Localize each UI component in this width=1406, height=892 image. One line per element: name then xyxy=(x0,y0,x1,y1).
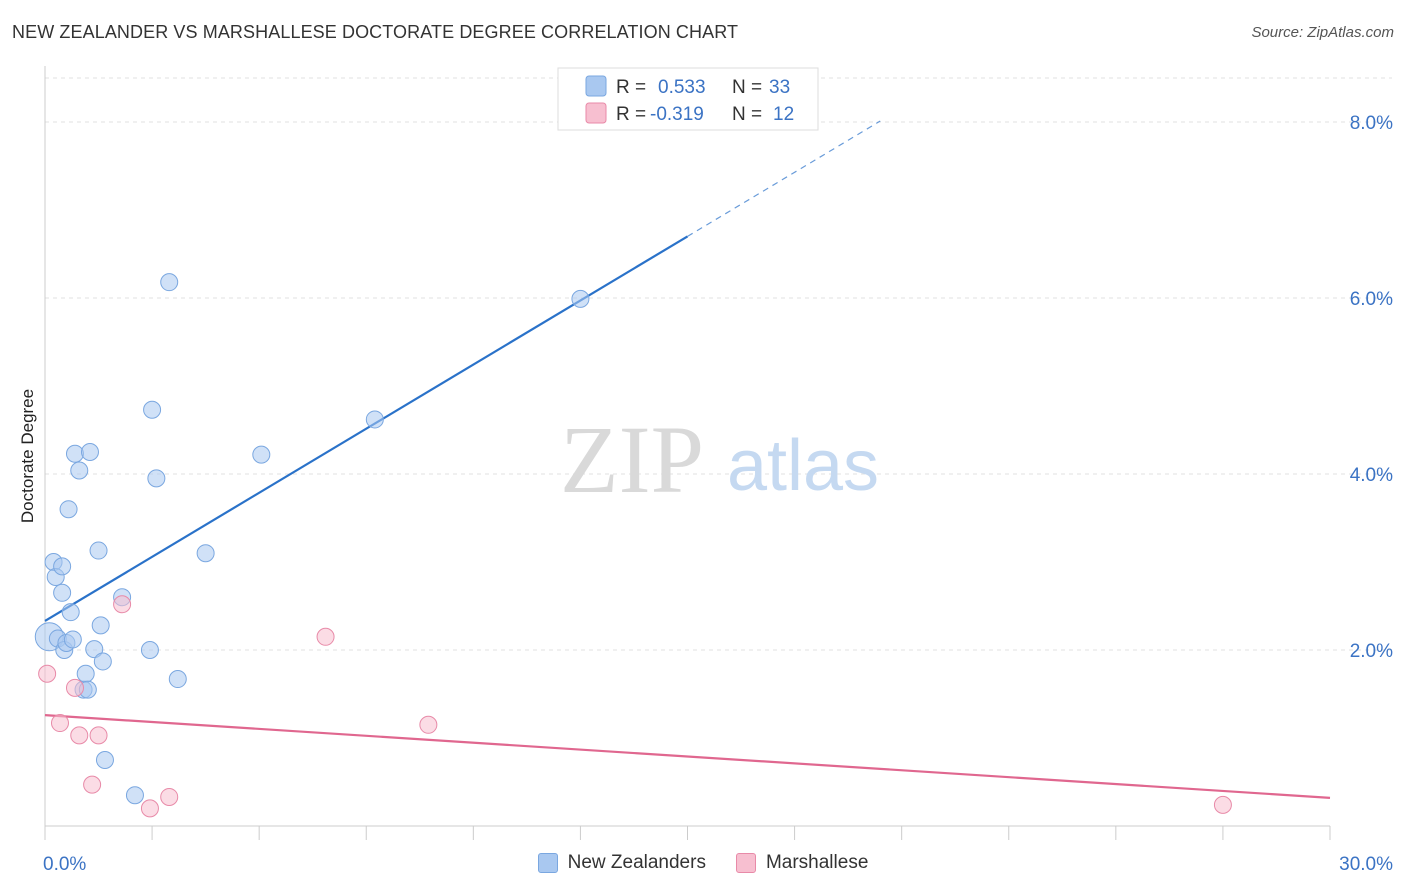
legend-item-marshallese[interactable]: Marshallese xyxy=(735,852,869,874)
series-legend: New Zealanders Marshallese xyxy=(0,852,1406,874)
trend-line-new-zealanders-extension xyxy=(687,120,881,237)
data-points xyxy=(34,273,1232,818)
point-new-zealanders xyxy=(168,670,187,689)
legend-label-marshallese: Marshallese xyxy=(765,852,869,873)
watermark-atlas: atlas xyxy=(727,426,879,506)
legend-n-label-nz: N = xyxy=(732,77,762,98)
point-new-zealanders xyxy=(571,289,590,308)
point-new-zealanders xyxy=(70,461,89,480)
point-marshallese xyxy=(1213,795,1232,814)
point-new-zealanders xyxy=(147,469,166,488)
x-tick-labels: 0.0% 30.0% xyxy=(43,854,1393,875)
point-new-zealanders xyxy=(125,786,144,805)
y-axis-title: Doctorate Degree xyxy=(18,389,37,523)
y-tick-labels: 2.0% 4.0% 6.0% 8.0% xyxy=(1350,113,1393,662)
point-marshallese xyxy=(38,664,57,683)
point-new-zealanders xyxy=(143,400,162,419)
y-tick-label: 2.0% xyxy=(1350,641,1393,662)
legend-swatch-nz xyxy=(585,75,607,97)
point-new-zealanders xyxy=(76,664,95,683)
point-new-zealanders xyxy=(85,640,104,659)
point-new-zealanders xyxy=(93,652,112,671)
point-new-zealanders xyxy=(252,445,271,464)
point-new-zealanders xyxy=(53,583,72,602)
y-tick-label: 8.0% xyxy=(1350,113,1393,134)
point-marshallese xyxy=(70,726,89,745)
trend-line-marshallese xyxy=(44,714,1331,799)
point-marshallese xyxy=(113,595,132,614)
point-marshallese xyxy=(140,799,159,818)
point-new-zealanders xyxy=(91,616,110,635)
watermark-zip: ZIP xyxy=(560,406,704,513)
point-new-zealanders xyxy=(53,557,72,576)
point-marshallese xyxy=(89,726,108,745)
point-new-zealanders xyxy=(95,751,114,769)
gridlines xyxy=(45,77,1392,651)
point-marshallese xyxy=(65,678,84,697)
point-new-zealanders xyxy=(80,443,99,461)
watermark: ZIP atlas xyxy=(560,406,879,513)
legend-r-label-nz: R = xyxy=(616,77,646,98)
axes xyxy=(44,66,1331,840)
legend-swatch-marshallese xyxy=(585,102,607,124)
y-tick-label: 4.0% xyxy=(1350,465,1393,486)
legend-item-new-zealanders[interactable]: New Zealanders xyxy=(537,852,706,874)
chart-source: Source: ZipAtlas.com xyxy=(1251,24,1394,41)
y-tick-label: 6.0% xyxy=(1350,289,1393,310)
x-tick-label: 0.0% xyxy=(43,854,86,875)
legend-n-value-nz: 33 xyxy=(769,77,790,98)
legend-r-value-marshallese: -0.319 xyxy=(650,104,704,125)
point-marshallese xyxy=(160,787,179,806)
point-new-zealanders xyxy=(89,541,108,560)
legend-label-new-zealanders: New Zealanders xyxy=(567,852,706,873)
point-marshallese xyxy=(419,715,438,734)
point-marshallese xyxy=(316,627,335,646)
point-new-zealanders xyxy=(160,273,179,292)
point-new-zealanders xyxy=(61,603,80,622)
point-marshallese xyxy=(83,775,102,794)
legend-n-value-marshallese: 12 xyxy=(773,104,794,125)
point-new-zealanders xyxy=(59,500,78,519)
legend-swatch-new-zealanders xyxy=(537,853,558,873)
point-new-zealanders xyxy=(140,641,159,659)
point-new-zealanders xyxy=(196,544,215,563)
legend-r-value-nz: 0.533 xyxy=(658,77,706,98)
point-new-zealanders xyxy=(65,444,84,463)
point-marshallese xyxy=(50,714,69,733)
x-tick-label: 30.0% xyxy=(1339,854,1393,875)
legend-r-label-marshallese: R = xyxy=(616,104,646,125)
legend-n-label-marshallese: N = xyxy=(732,104,762,125)
chart-title: NEW ZEALANDER VS MARSHALLESE DOCTORATE D… xyxy=(12,22,739,42)
stats-legend: R = 0.533 N = 33 R = -0.319 N = 12 xyxy=(557,67,819,131)
point-new-zealanders xyxy=(365,410,384,429)
legend-swatch-marshallese-bottom xyxy=(735,853,756,873)
point-new-zealanders xyxy=(63,630,82,649)
